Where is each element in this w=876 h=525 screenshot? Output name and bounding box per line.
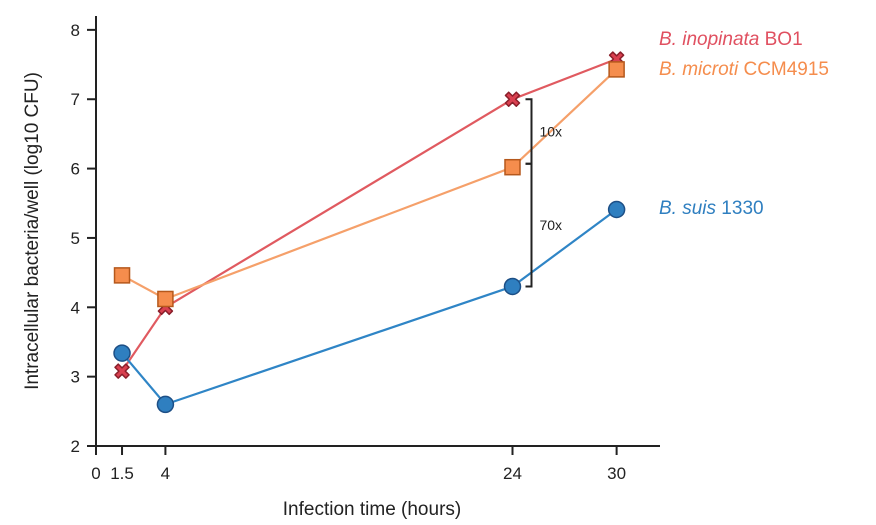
series-layer	[113, 51, 626, 414]
legend: B. inopinata BO1 B. microti CCM4915 B. sui…	[659, 29, 829, 219]
x-tick-label: 0	[91, 464, 100, 483]
annotation-layer: 10x 70x	[525, 98, 562, 288]
legend-species-name: B. suis	[659, 198, 717, 219]
y-tick-label: 5	[71, 229, 80, 248]
legend-label-3: B. suis 1330	[659, 198, 764, 219]
legend-label-2: B. microti CCM4915	[659, 59, 829, 80]
series-line	[121, 208, 618, 406]
data-point-circle	[113, 344, 131, 362]
y-tick-label: 8	[71, 21, 80, 40]
data-point-square	[113, 267, 131, 284]
data-point-circle	[607, 200, 626, 219]
y-tick-label: 2	[71, 437, 80, 456]
series-1	[114, 51, 625, 379]
x-tick-label: 4	[161, 464, 170, 483]
data-point-square	[608, 61, 625, 78]
data-point-circle	[503, 277, 522, 296]
x-tick-label: 24	[503, 464, 522, 483]
legend-strain-name: BO1	[759, 29, 802, 50]
series-line	[121, 57, 618, 372]
y-tick-label: 4	[71, 298, 80, 317]
fold-change-label: 70x	[539, 217, 562, 233]
y-axis-title: Intracellular bacteria/well (log10 CFU)	[22, 72, 43, 390]
series-line	[121, 68, 618, 301]
data-point-cross	[504, 91, 521, 107]
x-axis-title: Infection time (hours)	[283, 499, 461, 520]
x-tick-label: 1.5	[110, 464, 134, 483]
data-point-square	[157, 290, 174, 308]
data-point-square	[504, 158, 521, 176]
axes: 2 3 4 5 6 7 8 0 1.5 4 24 30	[71, 16, 660, 483]
legend-species-name: B. microti	[659, 59, 739, 80]
x-tick-label: 30	[607, 464, 626, 483]
fold-change-bracket-1: 10x	[525, 98, 562, 165]
data-point-circle	[156, 395, 175, 414]
bracket-line	[525, 162, 533, 288]
y-tick-label: 6	[71, 160, 80, 179]
y-tick-label: 3	[71, 368, 80, 387]
fold-change-label: 10x	[539, 123, 562, 139]
legend-strain-name: 1330	[716, 198, 764, 219]
y-tick-label: 7	[71, 90, 80, 109]
legend-label-1: B. inopinata BO1	[659, 29, 803, 50]
legend-strain-name: CCM4915	[738, 59, 829, 80]
fold-change-bracket-2: 70x	[525, 162, 562, 288]
series-2	[113, 61, 625, 308]
data-point-cross	[114, 363, 130, 379]
legend-species-name: B. inopinata	[659, 29, 759, 50]
series-3	[113, 200, 626, 414]
